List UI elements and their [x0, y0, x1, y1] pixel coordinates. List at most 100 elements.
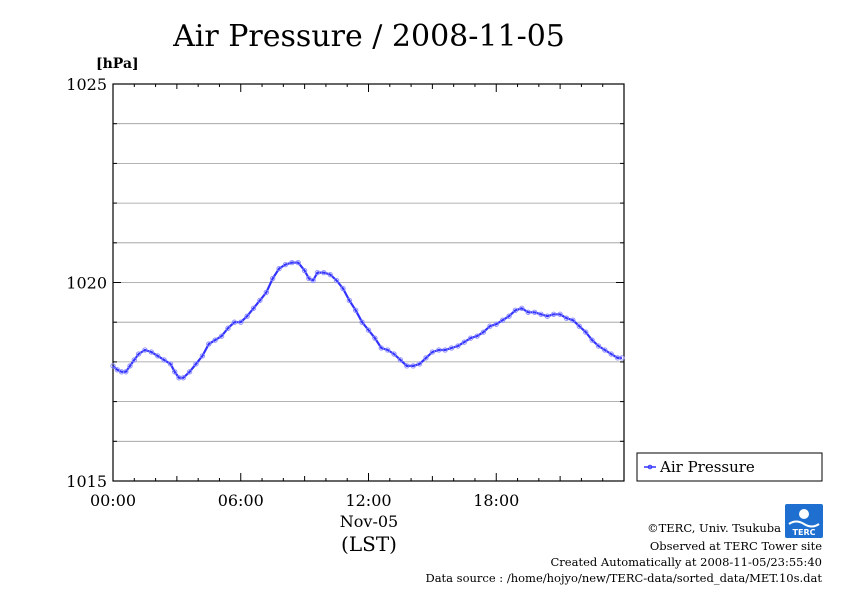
- series-air-pressure: [110, 259, 625, 381]
- data-point: [589, 337, 595, 343]
- x-tick-label: 06:00: [218, 491, 264, 510]
- x-axis-label: (LST): [341, 532, 397, 556]
- credit-source: Data source : /home/hojyo/new/TERC-data/…: [425, 571, 822, 585]
- data-point: [167, 361, 174, 367]
- data-point: [127, 363, 133, 369]
- data-point: [468, 335, 474, 341]
- data-point: [429, 349, 436, 355]
- data-point: [199, 353, 206, 359]
- data-point: [231, 319, 238, 325]
- data-point: [619, 355, 625, 361]
- data-point: [378, 345, 384, 351]
- x-tick-label: 12:00: [345, 491, 391, 510]
- data-point: [123, 369, 129, 375]
- data-point: [442, 347, 448, 353]
- data-point: [110, 363, 116, 369]
- data-point: [244, 313, 250, 319]
- data-point: [218, 333, 225, 339]
- data-point: [404, 363, 410, 369]
- terc-logo-drop: [799, 509, 809, 519]
- data-point: [238, 319, 244, 325]
- data-point: [276, 265, 282, 272]
- data-point: [608, 351, 614, 357]
- data-point: [595, 343, 602, 349]
- data-point: [557, 311, 563, 317]
- data-point: [212, 337, 218, 343]
- data-point: [487, 323, 493, 329]
- data-point: [321, 269, 327, 276]
- data-point: [385, 347, 391, 353]
- data-point: [282, 261, 289, 268]
- data-point: [461, 339, 467, 345]
- data-point: [114, 367, 120, 373]
- terc-logo-wave: [788, 520, 820, 528]
- y-tick-label: 1025: [66, 75, 107, 94]
- date-label: Nov-05: [340, 512, 398, 531]
- data-point: [436, 347, 442, 353]
- data-point: [570, 317, 576, 323]
- y-tick-label: 1020: [66, 274, 107, 293]
- x-tick-label: 00:00: [90, 491, 136, 510]
- data-point: [519, 305, 525, 311]
- data-point: [295, 259, 301, 266]
- data-point: [206, 341, 212, 347]
- data-point: [346, 297, 352, 304]
- data-point: [583, 329, 589, 335]
- data-point: [359, 319, 365, 325]
- data-point: [301, 267, 308, 274]
- data-point: [131, 357, 137, 363]
- data-point: [180, 375, 186, 381]
- legend: Air Pressure: [636, 452, 823, 482]
- data-point: [512, 307, 519, 313]
- data-point: [135, 351, 142, 357]
- data-point: [257, 297, 263, 304]
- data-point: [161, 357, 167, 363]
- terc-logo: TERC: [785, 504, 823, 538]
- data-point: [397, 357, 404, 363]
- y-unit-label: [hPa]: [96, 56, 139, 72]
- data-point: [270, 275, 276, 282]
- data-point: [250, 305, 257, 311]
- data-point: [327, 271, 333, 278]
- data-point: [602, 347, 608, 353]
- data-point: [448, 345, 455, 351]
- data-point: [353, 307, 359, 313]
- data-point: [263, 289, 269, 296]
- legend-swatch-marker: [647, 464, 653, 470]
- grid-lines: [113, 123, 624, 442]
- data-point: [186, 369, 193, 375]
- data-point: [563, 315, 570, 321]
- data-point: [333, 277, 340, 284]
- x-tick-label: 18:00: [473, 491, 519, 510]
- terc-logo-text: TERC: [793, 528, 816, 537]
- legend-label: Air Pressure: [659, 458, 755, 476]
- credit-copyright: ©TERC, Univ. Tsukuba: [647, 521, 781, 535]
- terc-logo-box: [785, 504, 823, 538]
- data-point: [155, 353, 161, 359]
- axis-ticks: [112, 83, 625, 482]
- data-point: [410, 363, 416, 369]
- data-point: [423, 355, 429, 361]
- data-point: [314, 269, 321, 276]
- data-point: [493, 321, 499, 327]
- data-point: [416, 361, 423, 367]
- data-point: [306, 275, 312, 282]
- data-point: [506, 313, 512, 319]
- data-point: [551, 311, 557, 317]
- data-point: [391, 351, 397, 357]
- data-point: [148, 349, 154, 355]
- y-tick-label: 1015: [66, 472, 107, 491]
- data-point: [455, 343, 461, 349]
- y-tick-labels: 1015 1020 1025: [66, 75, 107, 491]
- data-point: [531, 309, 538, 315]
- credit-created: Created Automatically at 2008-11-05/23:5…: [551, 555, 823, 569]
- data-point: [544, 313, 550, 319]
- data-point: [525, 309, 531, 315]
- data-point: [538, 311, 544, 317]
- data-point: [576, 323, 582, 329]
- data-point: [193, 361, 199, 367]
- data-point: [474, 333, 480, 339]
- data-point: [372, 335, 378, 341]
- series-line: [112, 261, 622, 379]
